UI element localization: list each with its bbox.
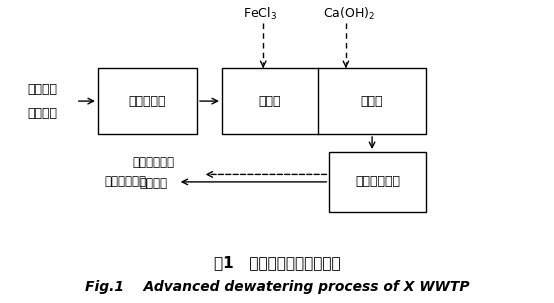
Bar <box>222 68 426 134</box>
Bar <box>98 68 197 134</box>
Text: Ca(OH)$_2$: Ca(OH)$_2$ <box>322 6 375 22</box>
Text: 泥饼外运填埋: 泥饼外运填埋 <box>104 175 146 188</box>
Text: 调理池: 调理池 <box>259 95 281 108</box>
Text: FeCl$_3$: FeCl$_3$ <box>243 6 278 22</box>
Text: 储泥池: 储泥池 <box>361 95 383 108</box>
Text: 图1   某厂深度脱水工艺流程: 图1 某厂深度脱水工艺流程 <box>214 255 340 270</box>
Text: 滤液排至厂区: 滤液排至厂区 <box>132 156 174 169</box>
Text: 污水管网: 污水管网 <box>139 177 167 190</box>
Text: 卸料稀释池: 卸料稀释池 <box>129 95 166 108</box>
Bar <box>330 152 426 212</box>
Text: 隔膜压滤系统: 隔膜压滤系统 <box>355 175 400 188</box>
Text: 脱水污泥: 脱水污泥 <box>28 107 58 120</box>
Text: Fig.1    Advanced dewatering process of X WWTP: Fig.1 Advanced dewatering process of X W… <box>85 280 469 294</box>
Text: 浓缩污泥: 浓缩污泥 <box>28 83 58 96</box>
